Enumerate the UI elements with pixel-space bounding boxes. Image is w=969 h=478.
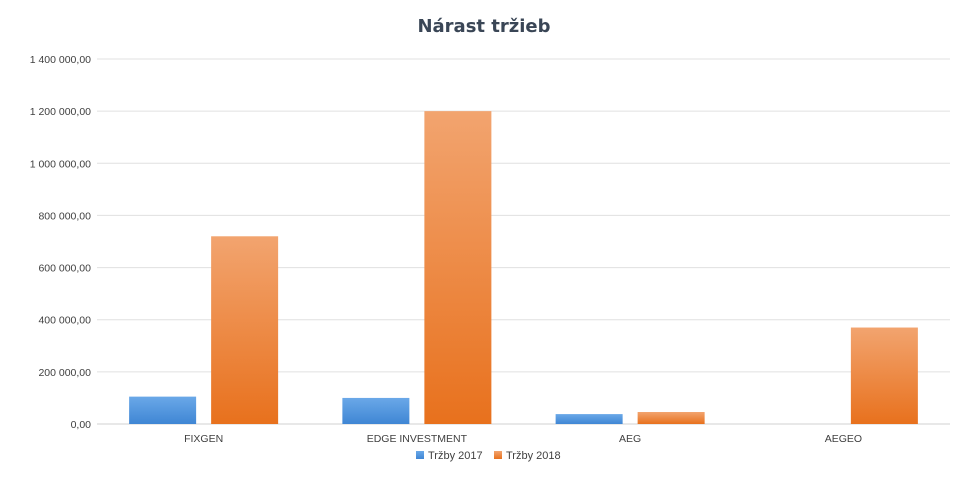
- bar-trzby-2017: [342, 397, 410, 424]
- bar-trzby-2018: [637, 412, 705, 424]
- bar-trzby-2017: [555, 414, 623, 424]
- legend-swatch: [494, 451, 502, 459]
- bar-trzby-2018: [211, 236, 279, 424]
- y-tick-label: 600 000,00: [38, 263, 91, 275]
- x-category-label: EDGE INVESTMENT: [367, 433, 468, 445]
- x-category-label: FIXGEN: [184, 433, 223, 445]
- y-tick-label: 200 000,00: [38, 367, 91, 379]
- y-tick-label: 800 000,00: [38, 210, 91, 222]
- bar-trzby-2018: [424, 111, 492, 425]
- legend-swatch: [416, 451, 424, 459]
- y-tick-label: 1 000 000,00: [30, 158, 91, 170]
- x-category-label: AEG: [619, 433, 641, 445]
- y-tick-label: 400 000,00: [38, 315, 91, 327]
- chart-title: Nárast tržieb: [417, 16, 550, 37]
- legend: Tržby 2017 Tržby 2018: [416, 450, 561, 462]
- legend-label: Tržby 2017: [428, 450, 483, 462]
- y-axis-ticks: 0,00 200 000,00 400 000,00 600 000,00 800 00…: [30, 54, 91, 431]
- x-axis-categories: FIXGEN EDGE INVESTMENT AEG AEGEO: [184, 433, 862, 445]
- legend-label: Tržby 2018: [506, 450, 561, 462]
- bar-trzby-2018: [850, 327, 918, 424]
- bar-trzby-2017: [129, 396, 197, 424]
- y-tick-label: 1 200 000,00: [30, 106, 91, 118]
- y-tick-label: 1 400 000,00: [30, 54, 91, 66]
- x-category-label: AEGEO: [825, 433, 862, 445]
- bars: [129, 111, 918, 425]
- y-tick-label: 0,00: [71, 419, 92, 431]
